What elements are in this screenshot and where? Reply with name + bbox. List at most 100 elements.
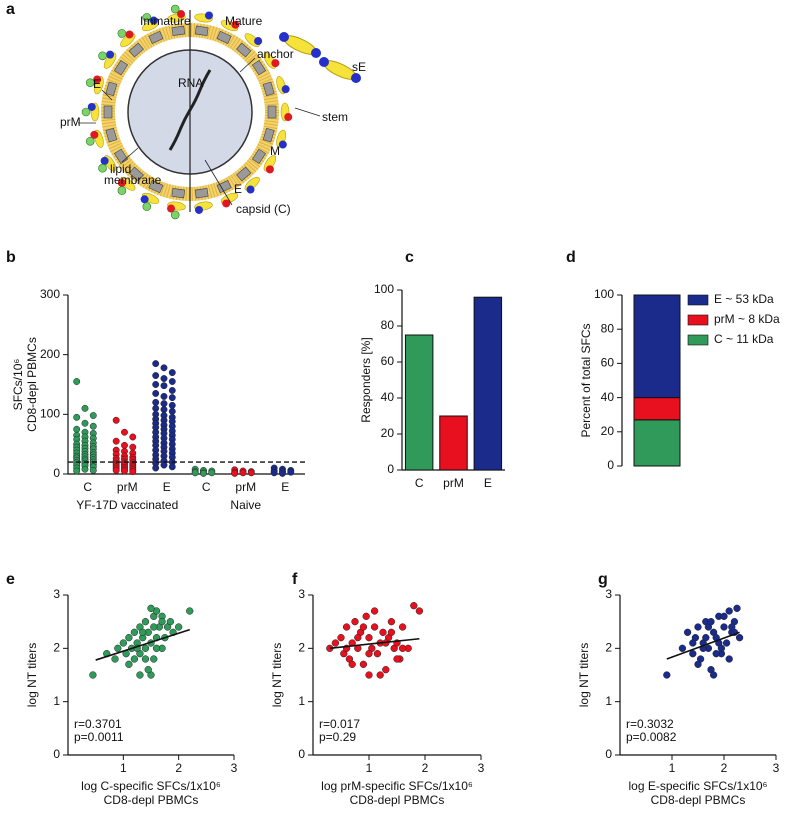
point — [112, 437, 120, 445]
prm-protein — [98, 163, 107, 173]
point — [331, 639, 340, 647]
diagram-label: E — [93, 77, 101, 91]
x-tick-label: 1 — [366, 761, 373, 775]
point — [712, 650, 720, 658]
point — [89, 422, 97, 430]
prm-protein — [170, 210, 180, 220]
point — [709, 671, 718, 679]
membrane-protein — [103, 105, 113, 119]
point — [160, 461, 168, 469]
group-label: Naive — [230, 498, 261, 512]
x-tick-label: 1 — [669, 761, 676, 775]
domain — [140, 195, 149, 204]
point — [270, 469, 278, 477]
point — [722, 639, 731, 647]
y-tick-label: 80 — [381, 318, 395, 332]
diagram-label: RNA — [178, 76, 203, 90]
y-tick-label: 2 — [605, 641, 612, 655]
point — [73, 378, 81, 385]
annotation: r=0.3701 — [74, 717, 122, 731]
panel-letter: f — [292, 571, 298, 588]
point — [370, 623, 379, 631]
membrane-protein — [216, 180, 232, 194]
domain — [167, 204, 176, 213]
point — [175, 623, 183, 631]
domain — [100, 156, 109, 165]
point — [160, 382, 168, 390]
point — [73, 413, 81, 421]
point — [707, 618, 715, 626]
domain — [351, 73, 361, 83]
y-tick-label: 40 — [601, 390, 615, 404]
prm-protein — [85, 137, 95, 146]
point — [247, 469, 255, 477]
point — [152, 381, 160, 388]
point — [141, 618, 150, 626]
annotation: p=0.0011 — [74, 730, 124, 744]
membrane-protein — [105, 81, 118, 97]
point — [152, 372, 160, 379]
y-tick-label: 0 — [298, 747, 305, 761]
point — [130, 655, 139, 663]
y-tick-label: 100 — [594, 287, 614, 301]
membrane-protein — [194, 25, 209, 36]
y-tick-label: 60 — [601, 356, 615, 370]
legend-swatch — [687, 314, 709, 326]
y-tick-label: 20 — [601, 424, 615, 438]
y-tick-label: 300 — [40, 287, 60, 301]
membrane-protein — [267, 105, 277, 119]
point — [160, 400, 168, 408]
membrane-protein — [262, 127, 275, 143]
point — [144, 666, 152, 674]
point — [73, 467, 81, 475]
point — [208, 469, 216, 477]
x-tick-label: 3 — [231, 761, 238, 775]
group-label: YF-17D vaccinated — [76, 498, 178, 512]
membrane-protein — [236, 166, 252, 182]
annotation: r=0.3032 — [626, 717, 674, 731]
panel-letter: a — [6, 1, 15, 18]
bar — [404, 334, 434, 471]
point — [150, 623, 158, 631]
domain — [125, 30, 134, 39]
prm-protein — [85, 78, 95, 87]
point — [694, 623, 702, 631]
prm-protein — [117, 186, 127, 195]
point — [139, 628, 147, 636]
legend-swatch — [687, 294, 709, 306]
membrane-protein — [194, 188, 209, 199]
x-axis-title: log E-specific SFCs/1x10⁶ — [629, 779, 768, 793]
point — [125, 660, 133, 668]
point — [112, 466, 120, 474]
domain — [279, 32, 289, 42]
membrane-protein — [251, 148, 267, 164]
point — [379, 628, 387, 636]
point — [415, 607, 424, 615]
x-tick-label: prM — [235, 480, 256, 494]
x-tick-label: E — [281, 480, 289, 494]
fit-line — [666, 631, 740, 660]
domain — [278, 140, 287, 149]
point — [725, 655, 733, 663]
y-axis-title: SFCs/10⁶ — [11, 359, 25, 411]
y-tick-label: 100 — [374, 282, 394, 296]
panel-letter: e — [6, 571, 15, 588]
point — [689, 639, 697, 647]
diagram-label: E — [234, 182, 242, 196]
legend-label: prM ~ 8 kDa — [714, 312, 780, 326]
point — [129, 433, 137, 441]
x-axis-title: CD8-depl PBMCs — [104, 793, 199, 807]
point — [728, 623, 736, 631]
panel-letter: g — [598, 571, 608, 588]
point — [359, 623, 368, 631]
y-tick-label: 0 — [605, 747, 612, 761]
point — [351, 618, 359, 626]
legend-label: C ~ 11 kDa — [714, 332, 774, 346]
point — [362, 612, 370, 620]
domain — [222, 199, 231, 208]
point — [200, 469, 207, 477]
diagram-label: Immature — [140, 14, 191, 28]
point — [89, 412, 97, 419]
y-axis-title: log NT titers — [25, 643, 39, 707]
